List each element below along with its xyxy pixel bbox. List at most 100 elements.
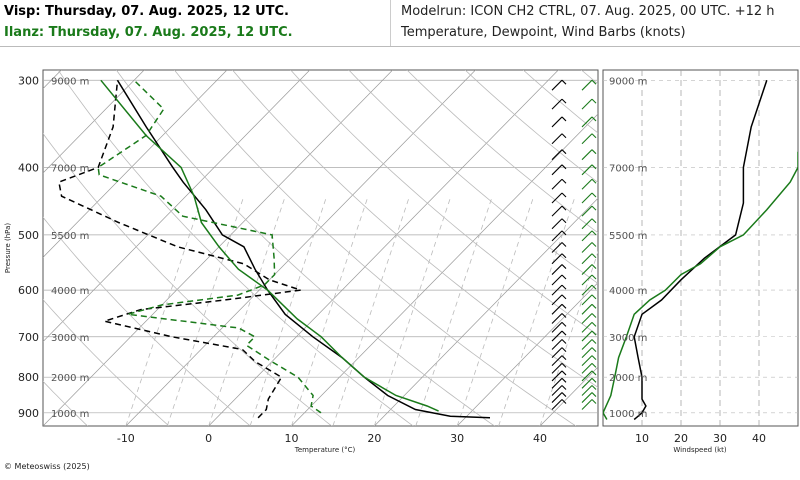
wind-barb (581, 339, 593, 350)
ilanz-windspeed-line (603, 151, 798, 420)
visp-windspeed-line (633, 80, 768, 421)
pressure-tick-label: 900 (18, 407, 39, 420)
wind-barb (551, 362, 563, 374)
ilanz-dewpoint-line (97, 79, 322, 414)
wind-barb-flag (561, 392, 567, 397)
windspeed-labels: 10 20 30 40 9000 m 7000 m 5500 m 4000 m 3000 m 20… (609, 76, 766, 445)
wind-barb (581, 392, 593, 403)
mixing-ratio-line (373, 196, 452, 426)
wind-barb (551, 347, 563, 359)
wind-barb-flag (591, 192, 597, 198)
wind-barb (551, 242, 563, 253)
dry-adiabat (43, 216, 251, 426)
wind-barb (551, 370, 563, 382)
isotherm (125, 70, 476, 426)
chart-description: Temperature, Dewpoint, Wind Barbs (knots… (401, 25, 686, 40)
wind-tick-label: 40 (752, 432, 766, 445)
wind-barb (551, 274, 563, 286)
wind-barb (581, 116, 593, 128)
wind-barb-flag (561, 205, 567, 211)
wind-barb (581, 149, 593, 161)
wind-barb (581, 313, 593, 324)
header-divider (390, 0, 391, 46)
dry-adiabat (406, 70, 598, 234)
wind-barb (581, 164, 593, 176)
ilanz-temperature-line (100, 79, 439, 412)
isotherm (43, 70, 393, 426)
wind-barb (581, 303, 593, 315)
temperature-tick-label: 40 (533, 432, 547, 445)
wind-barb-flag (591, 339, 597, 344)
wind-barb (581, 355, 593, 366)
header-separator (0, 46, 800, 47)
wind-barb-flag (561, 284, 567, 290)
dry-adiabat (43, 299, 170, 426)
wind-barb (581, 205, 593, 217)
wind-barb-flag (591, 230, 597, 236)
mixing-ratio-line (291, 196, 369, 426)
wind-barb (551, 294, 563, 306)
mixing-ratio-line (498, 196, 576, 426)
temperature-tick-label: -10 (117, 432, 135, 445)
wind-barb-flag (561, 178, 567, 184)
temperature-tick-label: 0 (205, 432, 212, 445)
wind-barb-flag (591, 362, 597, 368)
wind-barb-flag (561, 330, 567, 336)
wind-tick-label: 10 (635, 432, 649, 445)
wind-barb (581, 79, 593, 91)
wind-barb-flag (591, 253, 597, 259)
wind-barb (581, 274, 593, 286)
wind-barb (581, 370, 593, 382)
wind-barb-flag (561, 242, 567, 247)
wind-barb (551, 303, 563, 315)
height-label: 7000 m (51, 163, 89, 174)
wind-barb-flag (561, 218, 567, 224)
wind-barb (551, 116, 563, 128)
wind-height-label: 4000 m (609, 286, 647, 297)
wind-barb (581, 362, 593, 374)
wind-barb-flag (591, 98, 597, 104)
wind-height-label: 5500 m (609, 231, 647, 242)
wind-barb (581, 330, 593, 342)
wind-barb (581, 347, 593, 359)
wind-barb (551, 355, 563, 366)
wind-barb-flag (561, 230, 567, 236)
dry-adiabat (348, 70, 598, 284)
wind-barb (551, 230, 563, 242)
wind-barb-flag (561, 253, 567, 259)
wind-barb (551, 98, 563, 110)
wind-barb-flag (591, 274, 597, 280)
height-label: 3000 m (51, 333, 89, 344)
wind-height-label: 9000 m (609, 76, 647, 87)
wind-barb (551, 392, 563, 403)
wind-barb (581, 218, 593, 230)
isotherm (374, 197, 598, 426)
mixing-ratio-line (332, 196, 410, 426)
isotherm (456, 282, 598, 426)
wind-barb (581, 242, 593, 253)
wind-barb-flag (591, 385, 597, 390)
wind-barb (551, 192, 563, 204)
wind-barb-flag (591, 218, 597, 224)
wind-barb-flag (591, 284, 597, 290)
temperature-tick-label: 20 (367, 432, 381, 445)
visp-title: Visp: Thursday, 07. Aug. 2025, 12 UTC. (4, 4, 289, 19)
wind-barb-flag (591, 377, 597, 383)
dry-adiabat (115, 70, 495, 426)
wind-barb (551, 339, 563, 350)
wind-barb-flag (561, 149, 567, 155)
pressure-tick-label: 400 (18, 161, 39, 174)
dry-adiabat (43, 380, 88, 426)
wind-barb-flag (591, 116, 597, 122)
height-label: 4000 m (51, 286, 89, 297)
dry-adiabat (290, 70, 598, 336)
height-label: 2000 m (51, 373, 89, 384)
wind-barb (551, 178, 563, 190)
dry-adiabat (232, 70, 598, 388)
wind-barb (551, 377, 563, 389)
wind-barb-flag (561, 133, 567, 139)
wind-barb-flag (591, 79, 597, 85)
pressure-tick-label: 500 (18, 229, 39, 242)
